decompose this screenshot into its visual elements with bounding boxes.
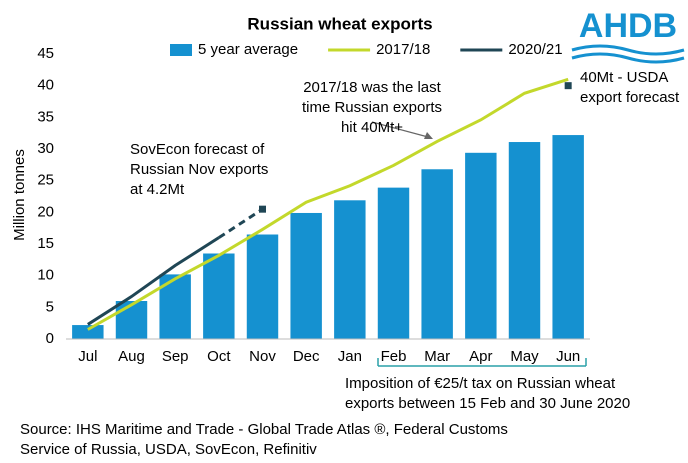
legend-label: 2020/21	[508, 41, 562, 58]
x-tick-label: Jan	[338, 348, 362, 365]
annotation: time Russian exports	[302, 99, 442, 116]
bar	[334, 200, 366, 339]
forecast-marker	[259, 205, 266, 213]
annotation: exports between 15 Feb and 30 June 2020	[345, 395, 630, 412]
x-tick-label: Mar	[424, 348, 450, 365]
y-tick-label: 20	[37, 203, 54, 220]
y-tick-label: 15	[37, 235, 54, 252]
bar	[203, 253, 235, 339]
y-tick-label: 0	[46, 330, 54, 347]
annotation: Russian Nov exports	[130, 161, 268, 178]
logo: AHDB	[571, 7, 685, 64]
logo-wave	[571, 52, 685, 64]
x-tick-label: Jul	[78, 348, 97, 365]
x-tick-label: Oct	[207, 348, 231, 365]
bar	[421, 169, 453, 339]
legend-label: 2017/18	[376, 41, 430, 58]
arrow-head	[424, 132, 433, 139]
x-tick-label: May	[510, 348, 539, 365]
bar	[377, 187, 410, 339]
annotation: Imposition of €25/t tax on Russian wheat	[345, 375, 616, 392]
annotation: 40Mt - USDA	[580, 69, 668, 86]
bar	[290, 212, 322, 339]
bar	[246, 234, 279, 339]
x-tick-label: Apr	[469, 348, 492, 365]
line	[87, 77, 569, 331]
bar	[508, 142, 541, 339]
source: Service of Russia, USDA, SovEcon, Refini…	[20, 441, 317, 458]
forecast-line	[218, 207, 264, 239]
y-tick-label: 25	[37, 172, 54, 189]
x-tick-label: Dec	[293, 348, 320, 365]
y-tick-label: 35	[37, 108, 54, 125]
x-tick-label: Sep	[162, 348, 189, 365]
source: Source: IHS Maritime and Trade - Global …	[20, 421, 508, 438]
y-tick-label: 10	[37, 267, 54, 284]
logo-wave	[571, 44, 685, 56]
x-tick-label: Feb	[381, 348, 407, 365]
chart-title: Russian wheat exports	[247, 14, 432, 33]
annotation: 2017/18 was the last	[303, 79, 441, 96]
y-tick-label: 30	[37, 140, 54, 157]
y-tick-label: 5	[46, 298, 54, 315]
annotation: SovEcon forecast of	[130, 141, 265, 158]
y-tick-label: 40	[37, 77, 54, 94]
legend-swatch	[170, 44, 192, 56]
arrow	[371, 121, 429, 138]
legend-label: 5 year average	[198, 41, 298, 58]
annotation: at 4.2Mt	[130, 181, 185, 198]
bar	[552, 135, 584, 339]
logo-text: AHDB	[579, 7, 677, 45]
bar	[72, 325, 104, 339]
annotation: export forecast	[580, 89, 680, 106]
bar	[115, 301, 148, 339]
forecast-marker	[564, 82, 572, 90]
x-tick-label: Aug	[118, 348, 145, 365]
annotation: hit 40Mt+	[341, 119, 403, 136]
y-tick-label: 45	[37, 45, 54, 62]
x-tick-label: Nov	[249, 348, 276, 365]
bar	[465, 152, 497, 339]
x-tick-label: Jun	[556, 348, 580, 365]
y-axis-label: Million tonnes	[11, 149, 28, 241]
line	[87, 236, 220, 326]
